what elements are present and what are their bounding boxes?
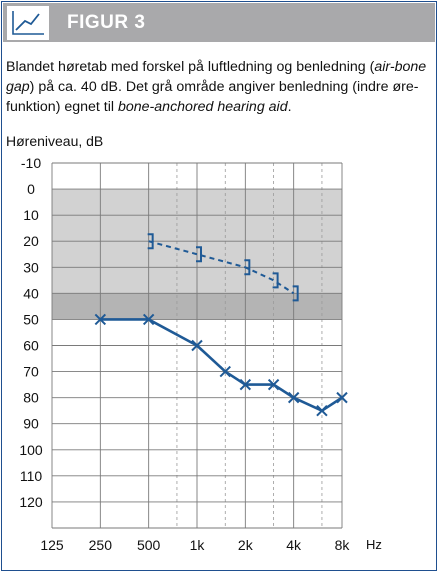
air-conduction-marker: [219, 365, 231, 378]
air-conduction-marker: [142, 313, 155, 326]
y-tick-label: 110: [20, 468, 43, 484]
caption-text-3: .: [287, 99, 292, 115]
air-conduction-marker: [239, 378, 252, 391]
series-solid-line: [100, 318, 343, 412]
air-conduction-marker: [191, 339, 203, 352]
y-tick-label: 30: [23, 259, 39, 275]
figure-header: FIGUR 3: [3, 3, 435, 42]
caption-term-air-bone-gap: air-bone gap: [6, 59, 427, 95]
y-tick-label: 20: [23, 233, 39, 249]
bone-conduction-marker: [196, 246, 202, 263]
caption-text-1: Blandet høretab med forskel på luftledni…: [6, 59, 375, 75]
bone-conduction-marker: [147, 233, 154, 250]
air-conduction-marker: [287, 391, 300, 404]
bone-conduction-marker: [272, 272, 279, 289]
y-tick-label: 100: [19, 442, 43, 458]
x-tick-label: 250: [89, 537, 113, 553]
y-tick-label: 0: [27, 181, 35, 197]
chart-line-icon: [7, 6, 49, 40]
y-axis-label: Høreniveau, dB: [6, 133, 103, 149]
y-tick-label: -10: [21, 155, 41, 171]
y-tick-label: 120: [19, 494, 43, 510]
x-tick-label: 500: [137, 537, 161, 553]
bone-conduction-marker: [292, 285, 299, 302]
x-tick-label: 125: [40, 537, 64, 553]
y-tick-label: 90: [23, 416, 39, 432]
series-dashed-line: [148, 240, 295, 295]
caption-term-baha: bone-anchored hearing aid: [118, 99, 288, 115]
x-tick-label: 2k: [238, 537, 254, 553]
figure-caption: Blandet høretab med forskel på luftledni…: [6, 57, 432, 117]
y-tick-label: 50: [23, 311, 39, 327]
air-conduction-marker: [94, 313, 107, 326]
air-conduction-marker: [267, 378, 280, 391]
bone-conduction-marker: [244, 259, 251, 276]
caption-text-2: ) på ca. 40 dB. Det grå område angiver b…: [6, 79, 419, 115]
air-conduction-marker: [316, 404, 328, 417]
y-tick-label: 80: [23, 390, 39, 406]
figure-label: FIGUR 3: [67, 12, 146, 33]
y-tick-label: 10: [23, 207, 39, 223]
air-conduction-marker: [336, 391, 348, 404]
x-axis-unit: Hz: [366, 537, 382, 552]
x-tick-label: 1k: [190, 537, 206, 553]
y-tick-label: 60: [23, 338, 39, 354]
x-tick-label: 4k: [286, 537, 302, 553]
y-tick-label: 70: [23, 364, 39, 380]
y-tick-label: 40: [23, 285, 39, 301]
x-tick-label: 8k: [335, 537, 351, 553]
